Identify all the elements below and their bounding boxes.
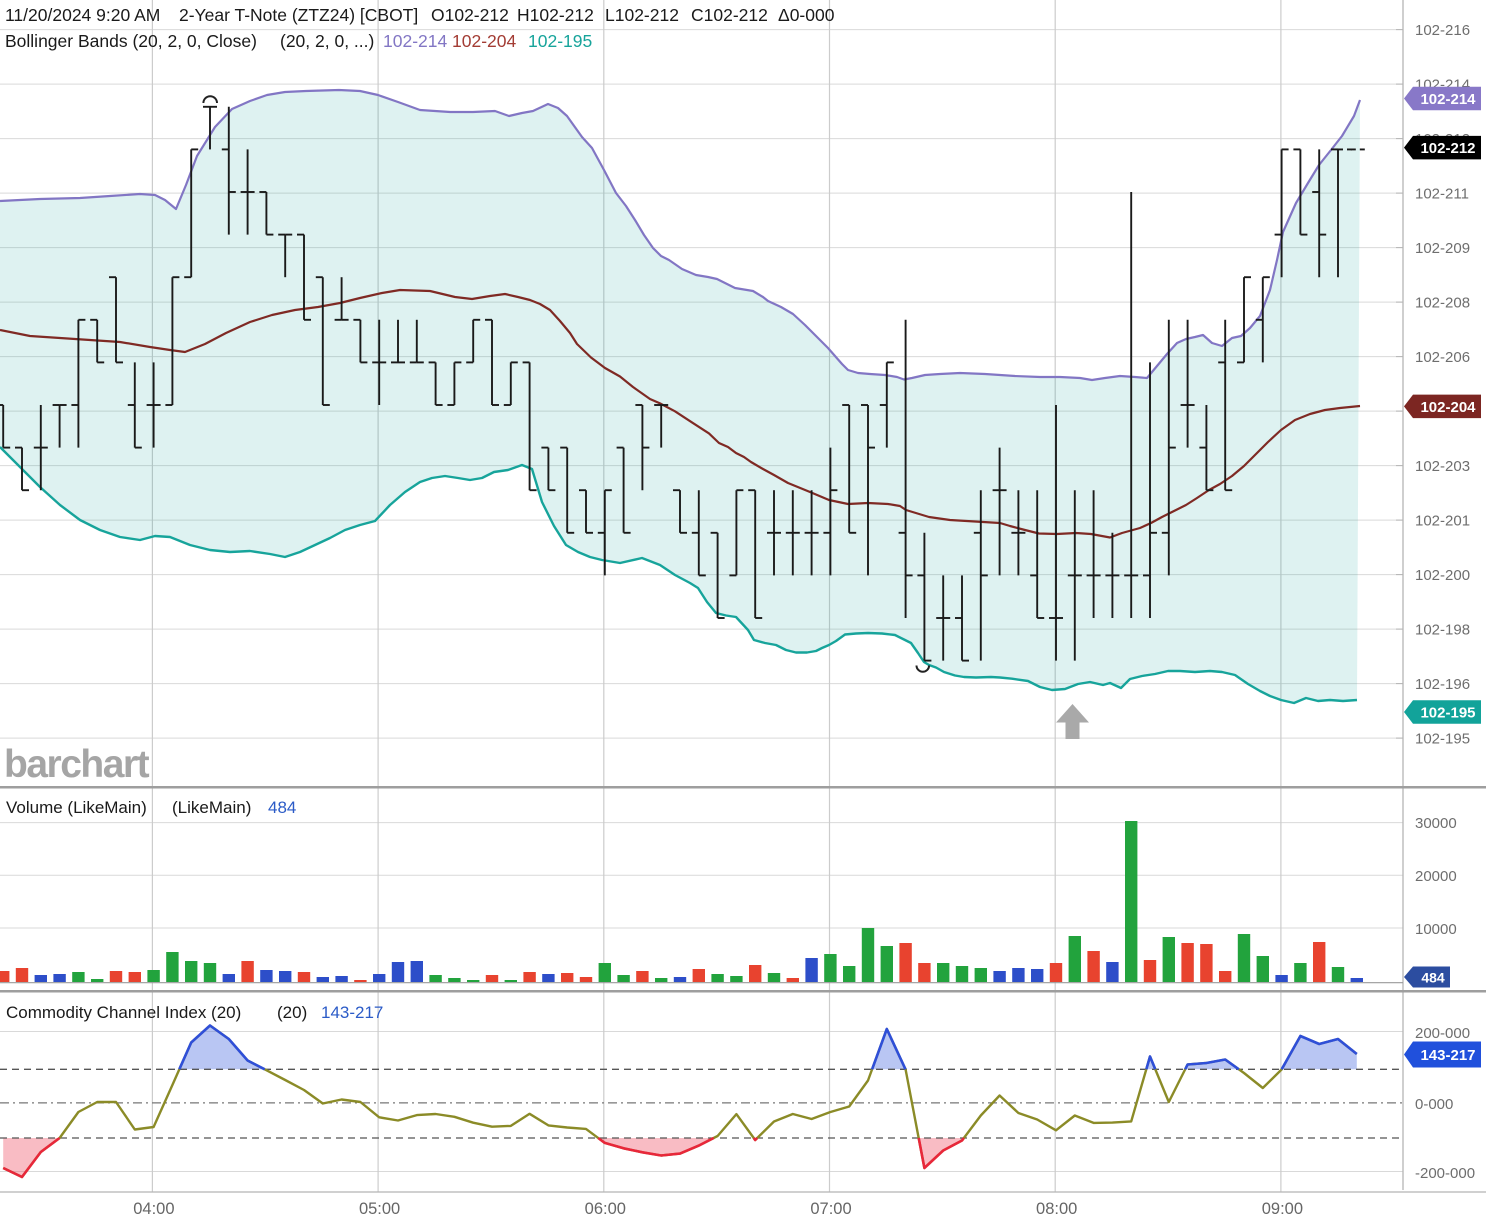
- svg-text:143-217: 143-217: [321, 1003, 383, 1022]
- svg-text:200-000: 200-000: [1415, 1025, 1470, 1042]
- svg-text:10000: 10000: [1415, 921, 1457, 938]
- svg-text:102-212: 102-212: [1420, 140, 1475, 157]
- svg-text:484: 484: [268, 798, 296, 817]
- svg-text:102-195: 102-195: [1415, 731, 1470, 748]
- svg-text:Commodity Channel Index (20): Commodity Channel Index (20): [6, 1003, 241, 1022]
- svg-text:143-217: 143-217: [1420, 1047, 1475, 1064]
- svg-text:Δ0-000: Δ0-000: [778, 5, 835, 25]
- svg-text:O102-212: O102-212: [431, 5, 509, 25]
- svg-text:barchart: barchart: [4, 743, 150, 786]
- svg-text:102-198: 102-198: [1415, 622, 1470, 639]
- svg-text:C102-212: C102-212: [691, 5, 768, 25]
- svg-text:102-204: 102-204: [452, 31, 516, 51]
- svg-text:102-214: 102-214: [1420, 91, 1476, 108]
- svg-text:102-204: 102-204: [1420, 399, 1476, 416]
- svg-text:484: 484: [1421, 970, 1445, 986]
- svg-text:06:00: 06:00: [585, 1200, 626, 1218]
- svg-text:04:00: 04:00: [133, 1200, 174, 1218]
- svg-text:L102-212: L102-212: [605, 5, 679, 25]
- svg-text:102-195: 102-195: [528, 31, 592, 51]
- svg-text:0-000: 0-000: [1415, 1096, 1453, 1113]
- svg-text:09:00: 09:00: [1262, 1200, 1303, 1218]
- svg-text:102-216: 102-216: [1415, 22, 1470, 39]
- svg-text:H102-212: H102-212: [517, 5, 594, 25]
- svg-text:102-211: 102-211: [1415, 186, 1469, 203]
- svg-text:102-203: 102-203: [1415, 458, 1470, 475]
- svg-text:08:00: 08:00: [1036, 1200, 1077, 1218]
- svg-text:2-Year T-Note (ZTZ24) [CBOT]: 2-Year T-Note (ZTZ24) [CBOT]: [179, 5, 418, 25]
- svg-text:102-209: 102-209: [1415, 240, 1470, 257]
- svg-text:102-196: 102-196: [1415, 676, 1470, 693]
- svg-text:20000: 20000: [1415, 868, 1457, 885]
- svg-text:102-214: 102-214: [383, 31, 447, 51]
- svg-text:102-208: 102-208: [1415, 295, 1470, 312]
- svg-text:30000: 30000: [1415, 815, 1457, 832]
- svg-text:102-206: 102-206: [1415, 349, 1470, 366]
- svg-text:07:00: 07:00: [810, 1200, 851, 1218]
- svg-text:05:00: 05:00: [359, 1200, 400, 1218]
- svg-text:-200-000: -200-000: [1415, 1165, 1475, 1182]
- svg-text:11/20/2024 9:20 AM: 11/20/2024 9:20 AM: [5, 5, 160, 25]
- svg-text:(20): (20): [277, 1003, 307, 1022]
- svg-text:Bollinger Bands (20, 2, 0, Clo: Bollinger Bands (20, 2, 0, Close): [5, 31, 257, 51]
- svg-text:(20, 2, 0, ...): (20, 2, 0, ...): [280, 31, 374, 51]
- svg-text:102-195: 102-195: [1420, 705, 1475, 722]
- svg-text:102-201: 102-201: [1415, 513, 1470, 530]
- svg-text:102-200: 102-200: [1415, 567, 1470, 584]
- svg-text:Volume (LikeMain): Volume (LikeMain): [6, 798, 147, 817]
- svg-text:(LikeMain): (LikeMain): [172, 798, 251, 817]
